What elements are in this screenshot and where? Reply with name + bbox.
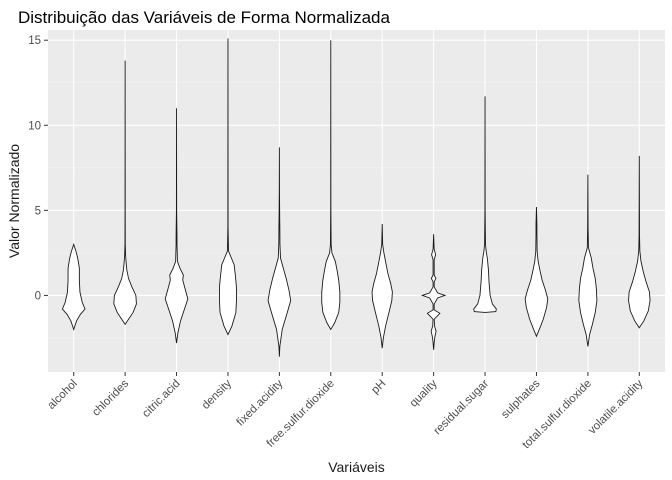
- violin-sulphates: [524, 206, 549, 338]
- violin-pH: [371, 223, 393, 349]
- x-tick-label: volatile.acidity: [586, 377, 645, 436]
- x-tick-label: sulphates: [499, 377, 542, 420]
- x-tick-label: quality: [408, 377, 440, 409]
- violin-volatile-acidity: [628, 155, 651, 329]
- y-tick-label: 10: [28, 120, 41, 132]
- violin-free-sulfur-dioxide: [321, 40, 341, 331]
- x-tick-label: alcohol: [46, 378, 80, 412]
- violin-quality: [420, 234, 447, 350]
- x-axis: alcohol chlorides citric.acid density fixed.…: [46, 372, 646, 451]
- x-tick-label: chlorides: [90, 377, 131, 418]
- x-tick-label: pH: [369, 378, 388, 397]
- plot-panel: [48, 30, 665, 372]
- x-tick-label: residual.sugar: [432, 378, 492, 438]
- violin-citric-acid: [164, 108, 189, 344]
- violin-alcohol: [61, 242, 86, 331]
- y-axis: 0 5 10 15: [28, 35, 48, 302]
- violin-fixed-acidity: [267, 147, 292, 357]
- violin-density: [219, 38, 237, 336]
- violin-residual-sugar: [473, 96, 497, 313]
- y-tick-label: 0: [35, 290, 41, 302]
- violin-total-sulfur-dioxide: [578, 174, 598, 347]
- chart-title: Distribuição das Variáveis de Forma Norm…: [18, 8, 390, 27]
- x-tick-label: citric.acid: [140, 378, 182, 420]
- x-tick-label: density: [200, 377, 234, 411]
- violin-chlorides: [113, 60, 137, 326]
- y-tick-label: 15: [28, 35, 41, 47]
- x-axis-title: Variáveis: [328, 459, 385, 475]
- y-axis-title: Valor Normalizado: [6, 144, 22, 258]
- violins: [61, 38, 651, 357]
- x-tick-label: fixed.acidity: [235, 377, 286, 428]
- y-tick-label: 5: [35, 205, 41, 217]
